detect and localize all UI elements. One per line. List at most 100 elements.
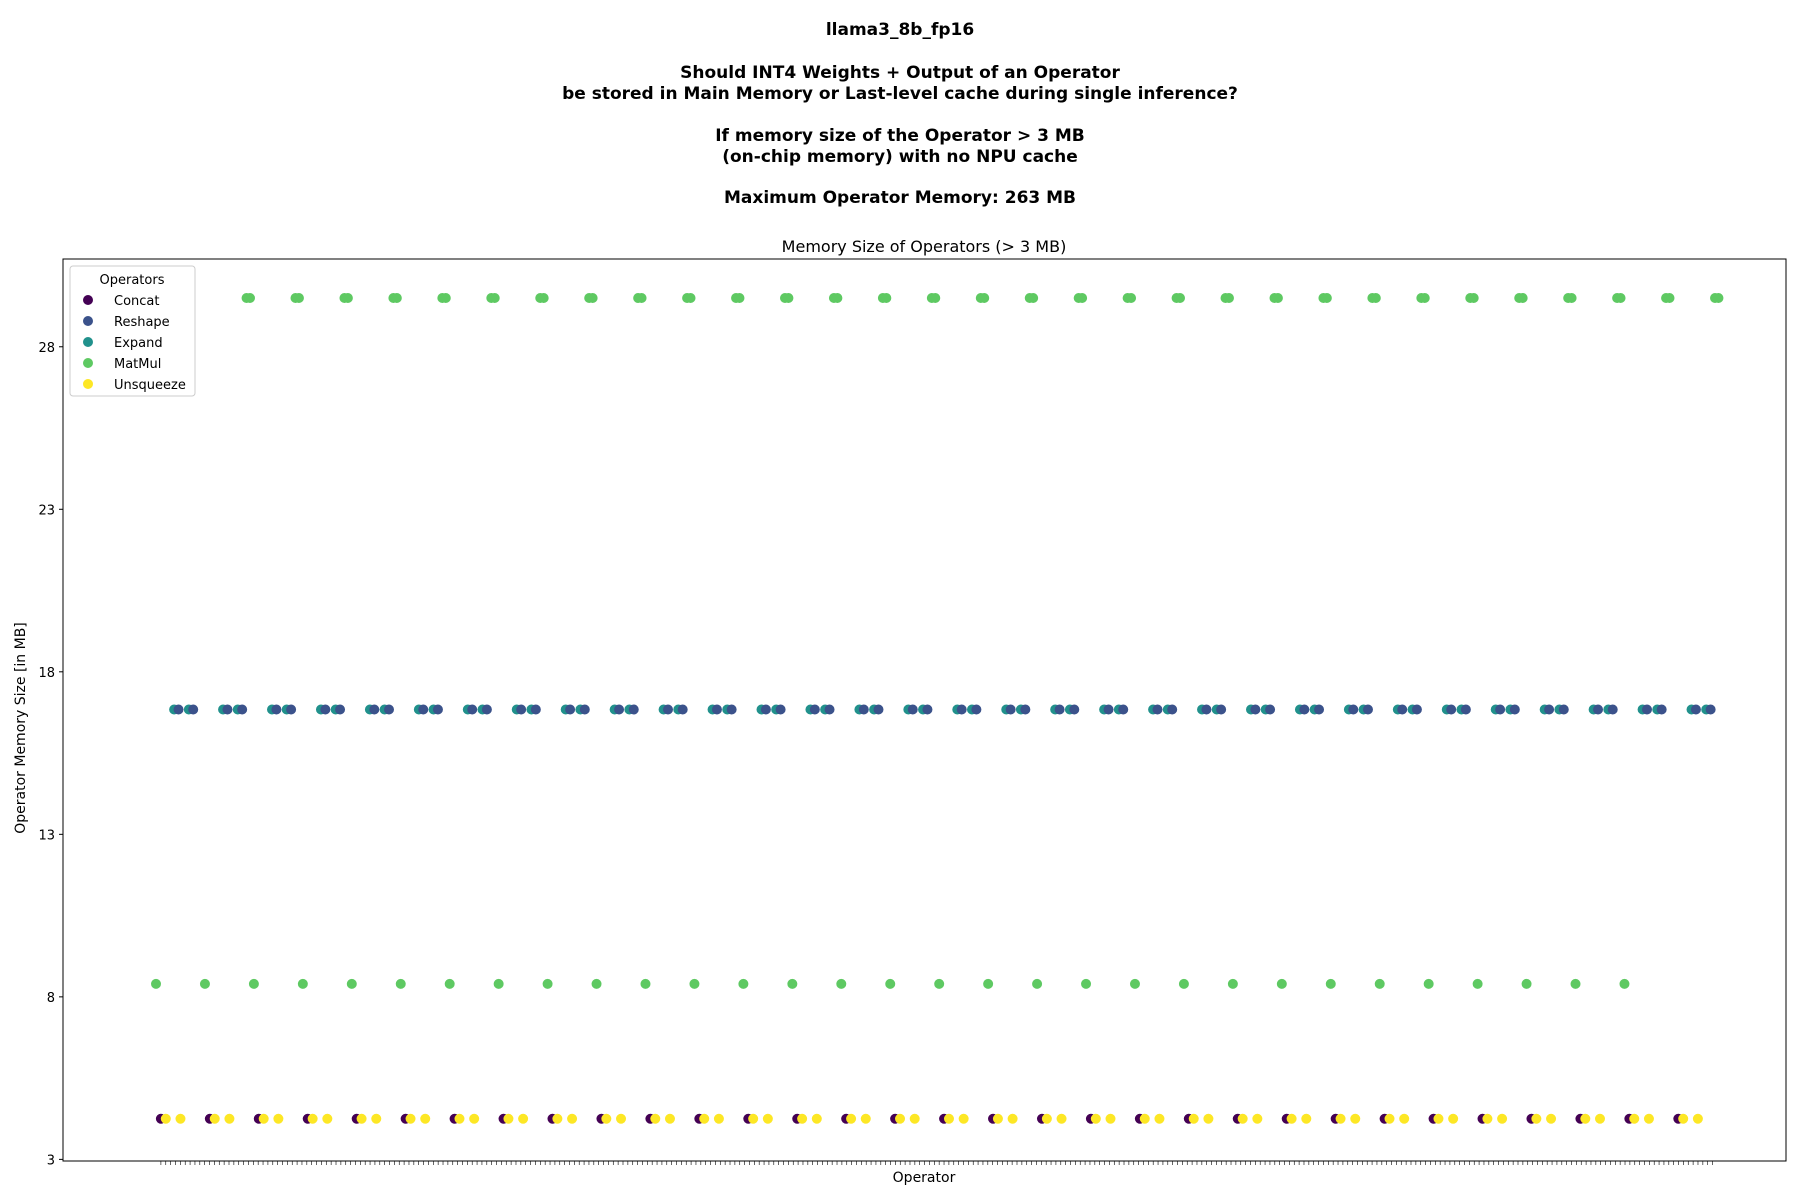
- x-axis-label: Operator: [893, 1170, 956, 1186]
- unsqueeze-point: [601, 1113, 612, 1124]
- unsqueeze-point: [664, 1113, 675, 1124]
- unsqueeze-point: [1252, 1113, 1263, 1124]
- reshape-point: [614, 704, 625, 715]
- matmul-point: [542, 978, 553, 989]
- unsqueeze-point: [650, 1113, 661, 1124]
- unsqueeze-point: [1580, 1113, 1591, 1124]
- matmul-point: [1619, 978, 1630, 989]
- reshape-point: [1348, 704, 1359, 715]
- reshape-point: [530, 704, 541, 715]
- unsqueeze-point: [762, 1113, 773, 1124]
- unsqueeze-point: [503, 1113, 514, 1124]
- matmul-point: [1028, 293, 1039, 304]
- reshape-point: [1607, 704, 1618, 715]
- unsqueeze-point: [1594, 1113, 1605, 1124]
- legend-label: Reshape: [114, 315, 170, 330]
- matmul-point: [1032, 978, 1043, 989]
- matmul-point: [248, 978, 259, 989]
- unsqueeze-point: [1041, 1113, 1052, 1124]
- matmul-point: [1419, 293, 1430, 304]
- unsqueeze-point: [1399, 1113, 1410, 1124]
- y-tick-label: 23: [38, 503, 55, 518]
- y-axis-label: Operator Memory Size [in MB]: [13, 622, 29, 834]
- unsqueeze-point: [1139, 1113, 1150, 1124]
- unsqueeze-point: [405, 1113, 416, 1124]
- unsqueeze-point: [1237, 1113, 1248, 1124]
- legend-marker: [83, 316, 93, 326]
- legend-marker: [83, 295, 93, 305]
- legend-label: MatMul: [114, 357, 161, 372]
- reshape-point: [565, 704, 576, 715]
- unsqueeze-point: [846, 1113, 857, 1124]
- matmul-point: [1081, 978, 1092, 989]
- matmul-point: [885, 978, 896, 989]
- matmul-point: [244, 293, 255, 304]
- reshape-point: [1362, 704, 1373, 715]
- reshape-point: [579, 704, 590, 715]
- unsqueeze-point: [356, 1113, 367, 1124]
- reshape-point: [1641, 704, 1652, 715]
- matmul-point: [832, 293, 843, 304]
- matmul-point: [881, 293, 892, 304]
- reshape-point: [760, 704, 771, 715]
- matmul-point: [1615, 293, 1626, 304]
- unsqueeze-point: [748, 1113, 759, 1124]
- matmul-point: [391, 293, 402, 304]
- matmul-point: [1178, 978, 1189, 989]
- unsqueeze-point: [307, 1113, 318, 1124]
- reshape-point: [726, 704, 737, 715]
- reshape-point: [335, 704, 346, 715]
- y-tick-label: 8: [47, 991, 55, 1006]
- reshape-point: [809, 704, 820, 715]
- matmul-point: [1566, 293, 1577, 304]
- reshape-point: [1705, 704, 1716, 715]
- unsqueeze-point: [1154, 1113, 1165, 1124]
- reshape-point: [1265, 704, 1276, 715]
- unsqueeze-point: [567, 1113, 578, 1124]
- matmul-point: [1223, 293, 1234, 304]
- unsqueeze-point: [1105, 1113, 1116, 1124]
- matmul-point: [934, 978, 945, 989]
- matmul-point: [1664, 293, 1675, 304]
- unsqueeze-point: [1643, 1113, 1654, 1124]
- matmul-point: [783, 293, 794, 304]
- matmul-point: [1126, 293, 1137, 304]
- unsqueeze-point: [1482, 1113, 1493, 1124]
- matmul-point: [979, 293, 990, 304]
- matmul-point: [489, 293, 500, 304]
- legend-marker: [83, 358, 93, 368]
- reshape-point: [1118, 704, 1129, 715]
- unsqueeze-point: [175, 1113, 186, 1124]
- matmul-point: [636, 293, 647, 304]
- figure-title-line: llama3_8b_fp16: [825, 20, 975, 40]
- reshape-point: [628, 704, 639, 715]
- reshape-point: [1005, 704, 1016, 715]
- reshape-point: [775, 704, 786, 715]
- unsqueeze-point: [273, 1113, 284, 1124]
- matmul-point: [1713, 293, 1724, 304]
- reshape-point: [286, 704, 297, 715]
- unsqueeze-point: [811, 1113, 822, 1124]
- figure-title-line: be stored in Main Memory or Last-level c…: [562, 84, 1238, 104]
- unsqueeze-point: [420, 1113, 431, 1124]
- matmul-point: [1468, 293, 1479, 304]
- unsqueeze-point: [1350, 1113, 1361, 1124]
- unsqueeze-point: [860, 1113, 871, 1124]
- reshape-point: [1069, 704, 1080, 715]
- reshape-point: [1152, 704, 1163, 715]
- matmul-point: [587, 293, 598, 304]
- unsqueeze-point: [1384, 1113, 1395, 1124]
- reshape-point: [907, 704, 918, 715]
- figure-title-line: Maximum Operator Memory: 263 MB: [723, 188, 1077, 208]
- unsqueeze-point: [224, 1113, 235, 1124]
- matmul-point: [1129, 978, 1140, 989]
- reshape-point: [858, 704, 869, 715]
- matmul-point: [1321, 293, 1332, 304]
- reshape-point: [663, 704, 674, 715]
- reshape-point: [432, 704, 443, 715]
- matmul-point: [787, 978, 798, 989]
- matmul-point: [493, 978, 504, 989]
- reshape-point: [1446, 704, 1457, 715]
- reshape-point: [824, 704, 835, 715]
- y-tick-label: 18: [38, 666, 55, 681]
